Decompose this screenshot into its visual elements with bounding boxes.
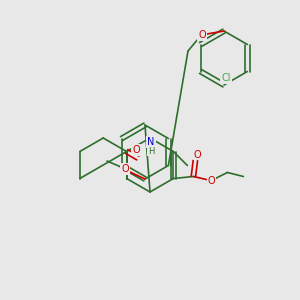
Text: H: H [148,146,154,155]
Text: O: O [132,145,140,155]
Text: O: O [198,30,206,40]
Text: O: O [194,149,201,160]
Text: N: N [147,137,155,147]
Text: O: O [208,176,215,185]
Text: O: O [121,164,129,174]
Text: Cl: Cl [221,73,231,83]
